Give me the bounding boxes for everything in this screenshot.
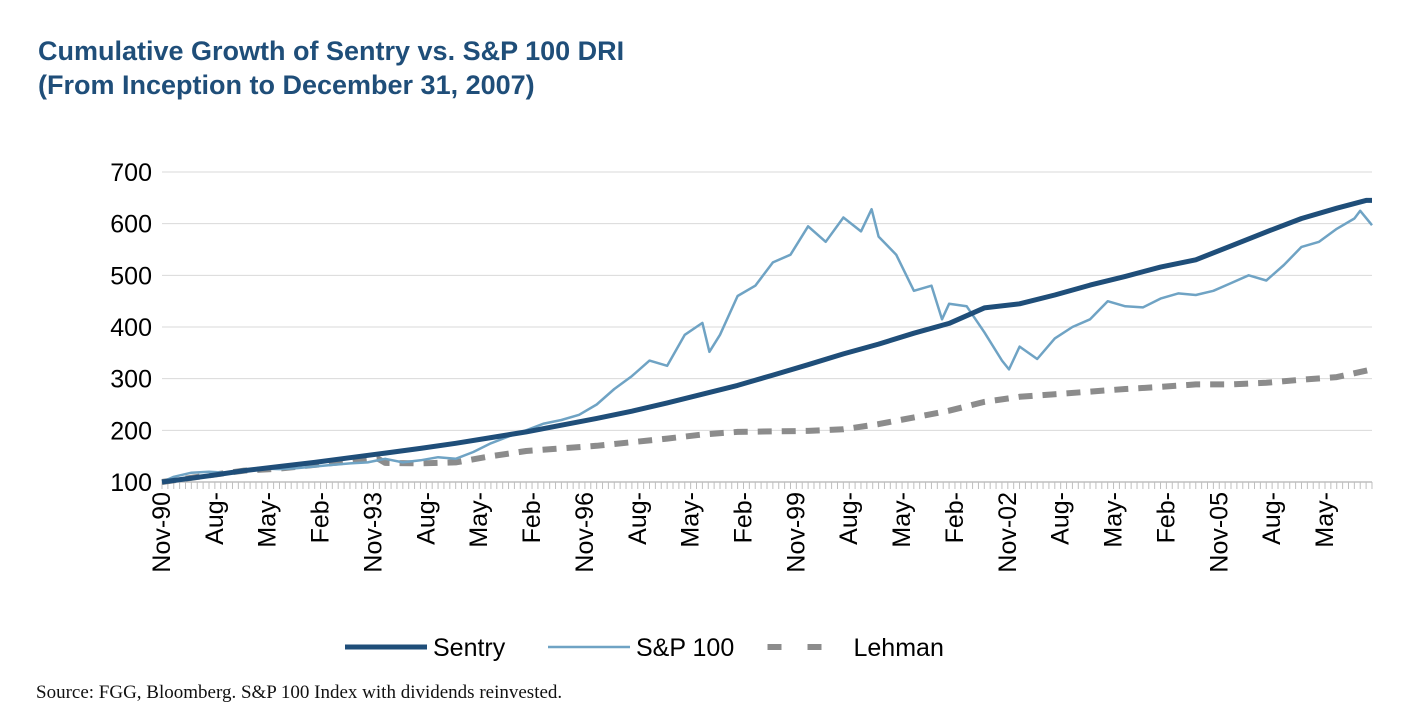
series-line-lehman <box>161 366 1373 485</box>
x-tick-label-21: Aug- <box>1258 492 1286 545</box>
x-tick-label-2: May- <box>254 492 282 548</box>
x-tick-label-18: May- <box>1100 492 1128 548</box>
x-tick-label-15: Feb- <box>941 492 969 543</box>
x-tick-label-4: Nov-93 <box>359 492 387 573</box>
series-lines <box>161 197 1373 485</box>
y-tick-label-300: 300 <box>110 366 152 394</box>
x-tick-label-5: Aug- <box>412 492 440 545</box>
x-tick-label-0: Nov-90 <box>148 492 176 573</box>
x-tick-label-20: Nov-05 <box>1205 492 1233 573</box>
legend-label-s-p-100: S&P 100 <box>636 634 734 662</box>
x-tick-label-14: May- <box>888 492 916 548</box>
y-tick-label-500: 500 <box>110 262 152 290</box>
x-axis: Nov-90 Aug- May- Feb- Nov-93 Aug- May- Feb- Nov-… <box>148 481 1373 573</box>
chart-title-line-1: Cumulative Growth of Sentry vs. S&P 100 … <box>38 36 625 66</box>
x-tick-label-11: Feb- <box>729 492 757 543</box>
x-tick-label-3: Feb- <box>307 492 335 543</box>
x-tick-label-9: Aug- <box>624 492 652 545</box>
grid-lines <box>162 171 1372 431</box>
x-tick-label-16: Nov-02 <box>994 492 1022 573</box>
x-tick-label-12: Nov-99 <box>782 492 810 573</box>
x-tick-label-8: Nov-96 <box>571 492 599 573</box>
chart-title: Cumulative Growth of Sentry vs. S&P 100 … <box>38 34 624 102</box>
y-tick-label-100: 100 <box>110 469 152 497</box>
y-tick-label-700: 700 <box>110 159 152 187</box>
x-tick-label-1: Aug- <box>201 492 229 545</box>
legend-label-sentry: Sentry <box>433 634 506 662</box>
series-line-s-p-100 <box>161 207 1373 484</box>
y-tick-label-600: 600 <box>110 211 152 239</box>
chart-title-line-2: (From Inception to December 31, 2007) <box>38 70 535 100</box>
x-tick-label-17: Aug- <box>1047 492 1075 545</box>
x-tick-label-22: May- <box>1311 492 1339 548</box>
x-tick-label-13: Aug- <box>835 492 863 545</box>
x-tick-label-19: Feb- <box>1152 492 1180 543</box>
y-tick-label-400: 400 <box>110 314 152 342</box>
legend-label-lehman: Lehman <box>854 634 944 662</box>
x-tick-label-6: May- <box>465 492 493 548</box>
legend: Sentry S&P 100 Lehman <box>345 634 944 662</box>
x-tick-label-10: May- <box>677 492 705 548</box>
series-line-sentry <box>161 197 1372 485</box>
x-tick-label-7: Feb- <box>518 492 546 543</box>
y-axis: 100 200 300 400 500 600 700 <box>110 159 152 497</box>
y-tick-label-200: 200 <box>110 417 152 445</box>
source-note: Source: FGG, Bloomberg. S&P 100 Index wi… <box>36 682 563 703</box>
